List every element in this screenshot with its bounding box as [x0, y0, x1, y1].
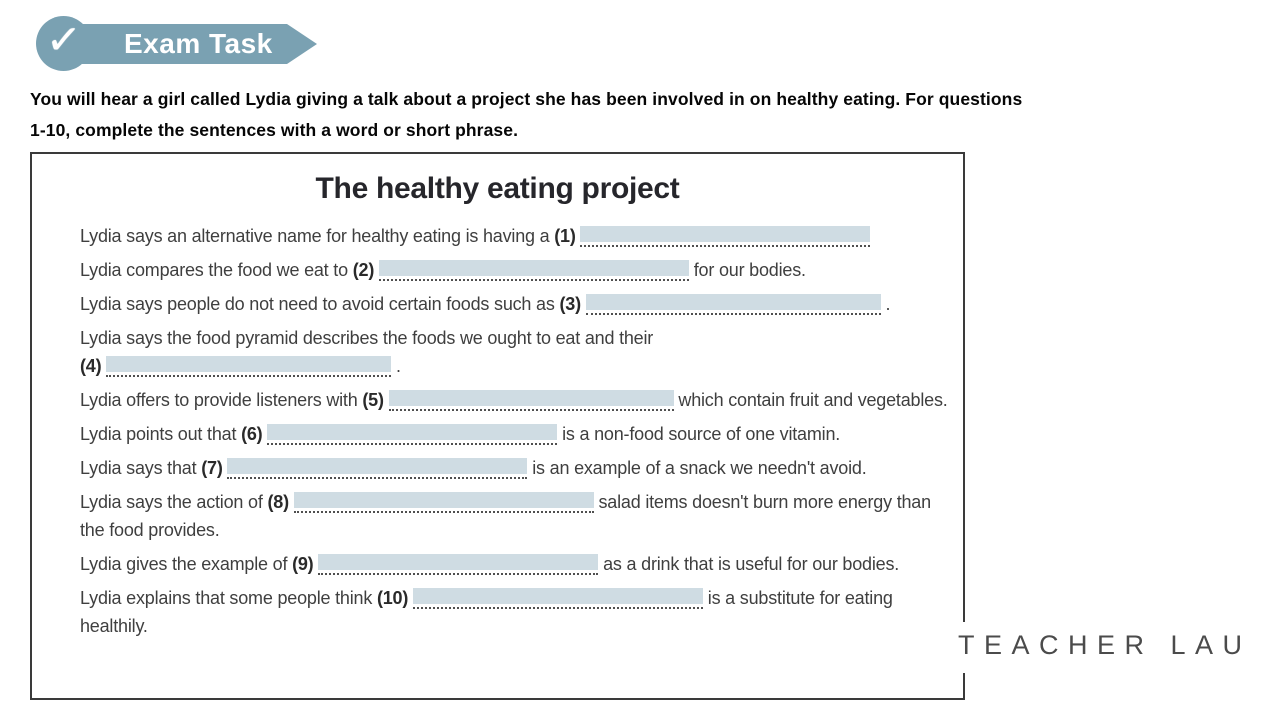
question-number: (5)	[362, 390, 384, 410]
sentence-text-before: Lydia says people do not need to avoid c…	[80, 294, 555, 314]
banner-label: Exam Task	[124, 28, 273, 59]
sentence-text-before: Lydia says an alternative name for healt…	[80, 226, 550, 246]
answer-blank[interactable]	[318, 554, 599, 575]
question-number: (10)	[376, 588, 409, 608]
teacher-lau-watermark: TEACHER LAU	[944, 622, 1258, 673]
instructions-line-1: You will hear a girl called Lydia giving…	[30, 89, 1023, 109]
sentence-text-before: Lydia gives the example of	[80, 554, 288, 574]
sentence-text-after: which contain fruit and vegetables.	[678, 390, 948, 410]
sentence-text-after: .	[396, 356, 401, 376]
sentence-text-after: for our bodies.	[693, 260, 806, 280]
sentence-text-after: as a drink that is useful for our bodies…	[603, 554, 900, 574]
sentence-text-before: Lydia says the food pyramid describes th…	[80, 328, 654, 348]
sentence-item: Lydia says people do not need to avoid c…	[80, 290, 950, 318]
question-number: (3)	[559, 294, 581, 314]
sentence-text-before: Lydia explains that some people think	[80, 588, 373, 608]
sentence-text-after: salad items doesn't burn more energy tha…	[80, 492, 931, 540]
answer-blank[interactable]	[227, 458, 528, 479]
worksheet-title: The healthy eating project	[315, 172, 680, 205]
sentence-item: Lydia points out that (6) is a non-food …	[80, 420, 950, 448]
sentence-list: Lydia says an alternative name for healt…	[32, 222, 963, 640]
answer-blank[interactable]	[267, 424, 558, 445]
checkmark-icon: ✓	[44, 13, 83, 65]
sentence-item: Lydia says the action of (8) salad items…	[80, 488, 950, 544]
sentence-text-after: .	[885, 294, 891, 314]
sentence-item: Lydia compares the food we eat to (2) fo…	[80, 256, 950, 284]
question-number: (8)	[267, 492, 289, 512]
question-number: (9)	[292, 554, 314, 574]
task-instructions: You will hear a girl called Lydia giving…	[30, 84, 1245, 146]
sentence-text-after: is an example of a snack we needn't avoi…	[532, 458, 867, 478]
question-number: (2)	[352, 260, 375, 280]
sentence-item: Lydia says an alternative name for healt…	[80, 222, 950, 250]
sentence-item: Lydia gives the example of (9) as a drin…	[80, 550, 950, 578]
worksheet-box: The healthy eating project Lydia says an…	[30, 152, 965, 700]
answer-blank[interactable]	[378, 260, 689, 281]
question-number: (4)	[80, 356, 102, 376]
sentence-item: Lydia offers to provide listeners with (…	[80, 386, 950, 414]
sentence-text-after: is a non-food source of one vitamin.	[562, 424, 841, 444]
sentence-item: Lydia explains that some people think (1…	[80, 584, 950, 640]
sentence-item: Lydia says the food pyramid describes th…	[80, 324, 950, 380]
answer-blank[interactable]	[585, 294, 881, 315]
question-number: (1)	[554, 226, 576, 246]
question-number: (6)	[241, 424, 263, 444]
sentence-text-before: Lydia says the action of	[80, 492, 263, 512]
instructions-line-2: 1-10, complete the sentences with a word…	[30, 120, 519, 140]
answer-blank[interactable]	[580, 226, 871, 247]
answer-blank[interactable]	[412, 588, 703, 609]
sentence-text-before: Lydia compares the food we eat to	[80, 260, 348, 280]
answer-blank[interactable]	[388, 390, 674, 411]
question-number: (7)	[201, 458, 223, 478]
sentence-text-before: Lydia points out that	[80, 424, 237, 444]
answer-blank[interactable]	[293, 492, 594, 513]
sentence-item: Lydia says that (7) is an example of a s…	[80, 454, 950, 482]
sentence-text-before: Lydia says that	[80, 458, 197, 478]
checkmark-badge: ✓	[36, 13, 91, 71]
banner-ribbon: Exam Task	[58, 24, 317, 64]
answer-blank[interactable]	[106, 356, 392, 377]
sentence-text-before: Lydia offers to provide listeners with	[80, 390, 358, 410]
sentence-text-after: is a substitute for eating healthily.	[80, 588, 893, 636]
